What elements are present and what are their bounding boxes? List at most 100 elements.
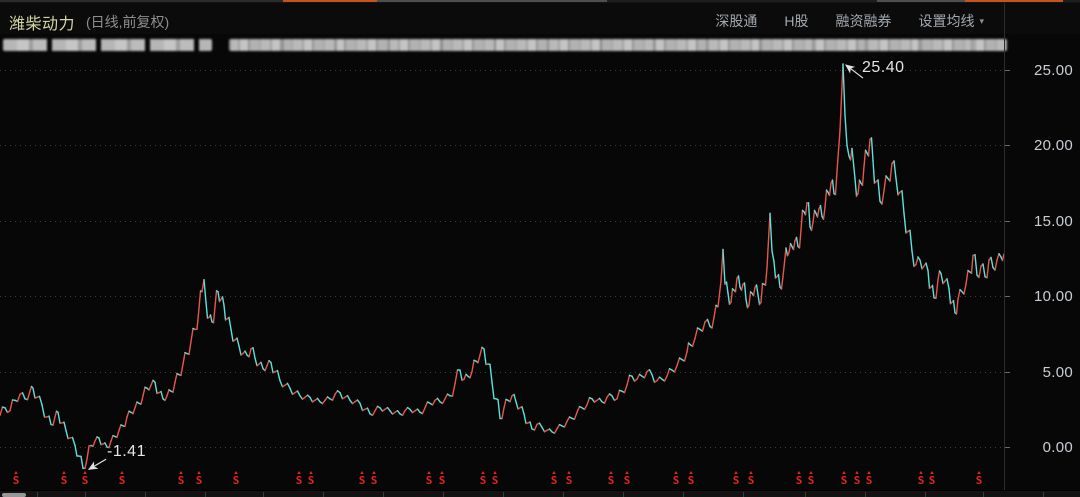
dividend-icon[interactable]: ▲ S bbox=[547, 470, 561, 486]
dollar-glyph: S bbox=[550, 474, 558, 487]
menu-item-ma-settings[interactable]: 设置均线 ▾ bbox=[918, 11, 984, 31]
dividend-icon[interactable]: ▲ S bbox=[292, 470, 306, 486]
dividend-icon[interactable]: ▲ S bbox=[174, 470, 188, 486]
tab-underline-segment bbox=[0, 0, 283, 2]
y-axis-tick-label: 25.00 bbox=[1033, 61, 1073, 79]
chart-header: 潍柴动力 (日线,前复权) 深股通 H股 融资融券 设置均线 ▾ bbox=[0, 3, 1080, 34]
up-arrow-icon: ▲ bbox=[82, 470, 88, 476]
y-axis-tick-label: 5.00 bbox=[1042, 363, 1073, 381]
low-price-annotation: -1.41 bbox=[107, 443, 146, 461]
dividend-icon[interactable]: ▲ S bbox=[422, 470, 436, 486]
dollar-glyph: S bbox=[195, 474, 203, 487]
dividend-icon[interactable]: ▲ S bbox=[304, 470, 318, 486]
timeline-divider bbox=[323, 492, 324, 497]
dividend-icon[interactable]: ▲ S bbox=[192, 470, 206, 486]
dollar-glyph: S bbox=[232, 474, 240, 487]
tab-underline-segment bbox=[377, 0, 607, 2]
scrollbar-thumb[interactable] bbox=[2, 493, 26, 497]
up-arrow-icon: ▲ bbox=[308, 470, 314, 476]
dividend-icon[interactable]: ▲ S bbox=[862, 470, 876, 486]
dollar-glyph: S bbox=[12, 474, 20, 487]
dollar-glyph: S bbox=[491, 474, 499, 487]
chart-period-label: (日线,前复权) bbox=[86, 14, 170, 30]
dividend-icon[interactable]: ▲ S bbox=[115, 470, 129, 486]
dollar-glyph: S bbox=[672, 474, 680, 487]
up-arrow-icon: ▲ bbox=[688, 470, 694, 476]
dividend-icon[interactable]: ▲ S bbox=[435, 470, 449, 486]
tab-underline-segment bbox=[965, 0, 1063, 2]
dividend-icon[interactable]: ▲ S bbox=[792, 470, 806, 486]
timeline-divider bbox=[805, 492, 806, 497]
dollar-glyph: S bbox=[795, 474, 803, 487]
dollar-glyph: S bbox=[975, 474, 983, 487]
dollar-glyph: S bbox=[438, 474, 446, 487]
tab-underline-segment bbox=[1063, 0, 1080, 2]
dollar-glyph: S bbox=[928, 474, 936, 487]
dollar-glyph: S bbox=[917, 474, 925, 487]
timeline-divider bbox=[205, 492, 206, 497]
dollar-glyph: S bbox=[623, 474, 631, 487]
dollar-glyph: S bbox=[307, 474, 315, 487]
dividend-icon[interactable]: ▲ S bbox=[229, 470, 243, 486]
price-axis-line bbox=[1004, 3, 1005, 497]
dividend-icon[interactable]: ▲ S bbox=[669, 470, 683, 486]
timeline-divider bbox=[563, 492, 564, 497]
dividend-icon[interactable]: ▲ S bbox=[850, 470, 864, 486]
menu-item-h-share[interactable]: H股 bbox=[784, 13, 809, 29]
up-arrow-icon: ▲ bbox=[196, 470, 202, 476]
dividend-icon[interactable]: ▲ S bbox=[684, 470, 698, 486]
up-arrow-icon: ▲ bbox=[492, 470, 498, 476]
dollar-glyph: S bbox=[565, 474, 573, 487]
dividend-icon[interactable]: ▲ S bbox=[744, 470, 758, 486]
dividend-icon[interactable]: ▲ S bbox=[925, 470, 939, 486]
y-axis-tick-label: 15.00 bbox=[1033, 212, 1073, 230]
chevron-down-icon: ▾ bbox=[979, 16, 984, 26]
up-arrow-icon: ▲ bbox=[61, 470, 67, 476]
dividend-icon[interactable]: ▲ S bbox=[9, 470, 23, 486]
dividend-icon[interactable]: ▲ S bbox=[488, 470, 502, 486]
dividend-icon[interactable]: ▲ S bbox=[562, 470, 576, 486]
dividend-icon[interactable]: ▲ S bbox=[78, 470, 92, 486]
y-axis-tick-label: 10.00 bbox=[1033, 287, 1073, 305]
kline-series bbox=[0, 63, 1005, 470]
ma-settings-label: 设置均线 bbox=[918, 13, 975, 29]
timeline-divider bbox=[743, 492, 744, 497]
ticker-blur-segment bbox=[229, 39, 1007, 51]
dollar-glyph: S bbox=[425, 474, 433, 487]
up-arrow-icon: ▲ bbox=[841, 470, 847, 476]
timeline-scrollbar[interactable] bbox=[0, 490, 1080, 497]
dividend-icon[interactable]: ▲ S bbox=[57, 470, 71, 486]
timeline-divider bbox=[925, 492, 926, 497]
blurred-news-ticker bbox=[0, 38, 1080, 52]
up-arrow-icon: ▲ bbox=[796, 470, 802, 476]
timeline-divider bbox=[865, 492, 866, 497]
up-arrow-icon: ▲ bbox=[426, 470, 432, 476]
dividend-icon[interactable]: ▲ S bbox=[604, 470, 618, 486]
dividend-icon[interactable]: ▲ S bbox=[914, 470, 928, 486]
dividend-icon[interactable]: ▲ S bbox=[972, 470, 986, 486]
up-arrow-icon: ▲ bbox=[371, 470, 377, 476]
dividend-icon[interactable]: ▲ S bbox=[355, 470, 369, 486]
menu-item-shenzhen-connect[interactable]: 深股通 bbox=[715, 13, 758, 29]
up-arrow-icon: ▲ bbox=[608, 470, 614, 476]
dividend-icon[interactable]: ▲ S bbox=[620, 470, 634, 486]
up-arrow-icon: ▲ bbox=[918, 470, 924, 476]
up-arrow-icon: ▲ bbox=[296, 470, 302, 476]
up-arrow-icon: ▲ bbox=[929, 470, 935, 476]
up-arrow-icon: ▲ bbox=[439, 470, 445, 476]
dollar-glyph: S bbox=[840, 474, 848, 487]
dividend-icon[interactable]: ▲ S bbox=[804, 470, 818, 486]
timeline-divider bbox=[1043, 492, 1044, 497]
stock-name: 潍柴动力 bbox=[9, 16, 76, 33]
dividend-icon[interactable]: ▲ S bbox=[367, 470, 381, 486]
dividend-icon[interactable]: ▲ S bbox=[476, 470, 490, 486]
menu-item-margin-trading[interactable]: 融资融券 bbox=[835, 13, 892, 29]
dividend-icon[interactable]: ▲ S bbox=[729, 470, 743, 486]
gridlines bbox=[0, 70, 1010, 448]
annotation-arrows bbox=[87, 64, 864, 470]
dividend-icon[interactable]: ▲ S bbox=[837, 470, 851, 486]
timeline-divider bbox=[983, 492, 984, 497]
timeline-divider bbox=[263, 492, 264, 497]
y-axis-tick-label: 20.00 bbox=[1033, 136, 1073, 154]
